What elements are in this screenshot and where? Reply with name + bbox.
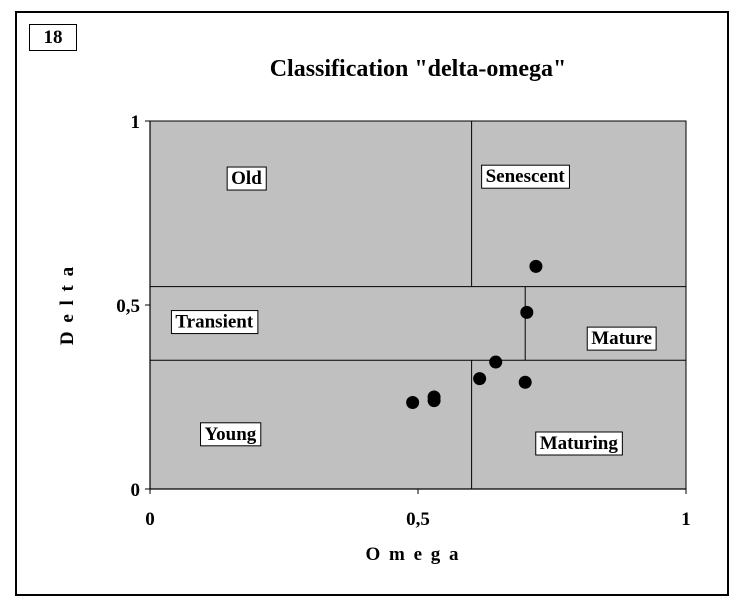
data-point xyxy=(489,355,503,369)
region-label-old: Old xyxy=(226,166,267,191)
region-label-senescent: Senescent xyxy=(481,164,570,189)
data-point xyxy=(406,396,420,410)
x-axis-label: O m e g a xyxy=(365,544,460,565)
region-label-text: Old xyxy=(231,168,262,189)
region-label-mature: Mature xyxy=(586,326,657,351)
y-tick-label: 0,5 xyxy=(116,296,140,317)
region-label-text: Young xyxy=(205,424,257,445)
region-label-box xyxy=(481,164,570,189)
data-point xyxy=(518,375,532,389)
region-label-young: Young xyxy=(200,422,262,447)
region-label-box xyxy=(200,422,262,447)
x-tick-label: 0 xyxy=(145,509,155,530)
data-point xyxy=(529,259,543,273)
figure-number-badge: 18 xyxy=(29,24,77,51)
region-label-box xyxy=(226,166,267,191)
region-label-text: Transient xyxy=(175,312,253,333)
data-point xyxy=(520,305,534,319)
x-tick-label: 1 xyxy=(681,509,691,530)
y-axis-label: D e l t a xyxy=(57,265,78,345)
data-point xyxy=(427,390,441,404)
y-tick-label: 1 xyxy=(131,112,141,133)
region-label-transient: Transient xyxy=(170,310,259,335)
x-tick-label: 0,5 xyxy=(406,509,430,530)
region-label-box xyxy=(586,326,657,351)
region-label-maturing: Maturing xyxy=(535,431,623,456)
y-tick-label: 0 xyxy=(131,480,141,501)
region-label-box xyxy=(535,431,623,456)
region-label-text: Mature xyxy=(591,328,652,349)
region-label-text: Maturing xyxy=(540,433,619,454)
region-label-box xyxy=(170,310,259,335)
chart-title: Classification "delta-omega" xyxy=(269,56,567,82)
data-point xyxy=(473,372,487,386)
region-label-text: Senescent xyxy=(486,166,566,187)
